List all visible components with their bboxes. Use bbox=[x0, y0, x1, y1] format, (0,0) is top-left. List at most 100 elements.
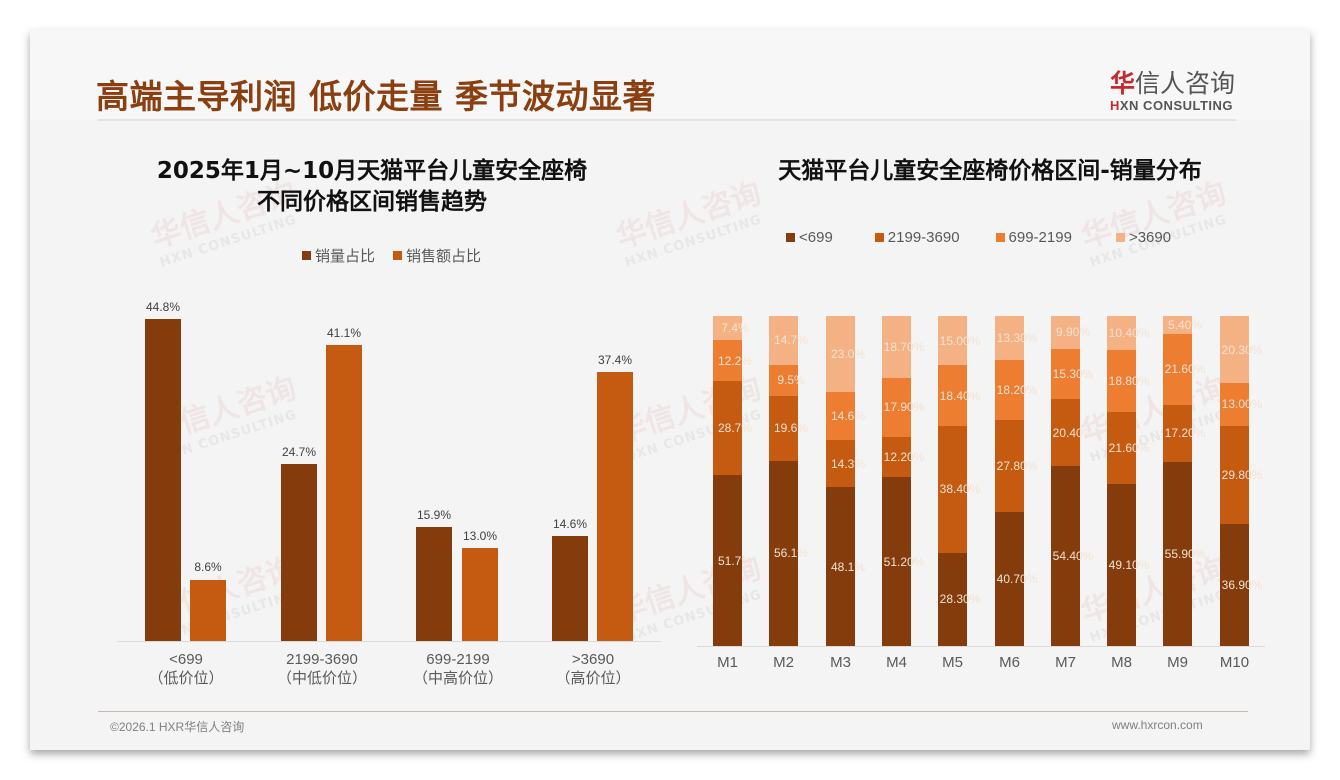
header: 高端主导利润 低价走量 季节波动显著 华信人咨询 HXN CONSULTING bbox=[30, 30, 1310, 121]
segment-lt699: 49.10% bbox=[1107, 483, 1149, 646]
logo-cn: 华信人咨询 bbox=[1110, 64, 1250, 100]
logo: 华信人咨询 HXN CONSULTING bbox=[1110, 64, 1250, 113]
legend-label: >3690 bbox=[1128, 229, 1172, 246]
x-label-month: M6 bbox=[999, 654, 1020, 671]
legend-swatch bbox=[874, 233, 884, 242]
stacked-bar-m3: 48.1% 14.3% 14.6% 23.0% bbox=[826, 316, 865, 646]
x-label-range: 699-2199 bbox=[426, 651, 490, 668]
left-chart-title-line1: 2025年1月~10月天猫平台儿童安全座椅 bbox=[156, 158, 588, 184]
segment-699-2199: 18.40% bbox=[938, 365, 980, 427]
segment-699-2199: 12.2% bbox=[713, 340, 752, 381]
segment-lt699: 51.7% bbox=[713, 475, 752, 646]
stacked-bar-m9: 55.90% 17.20% 21.60% 5.40% bbox=[1163, 316, 1205, 646]
segment-2199-3690: 19.6% bbox=[769, 395, 808, 461]
segment-value: 29.80% bbox=[1221, 468, 1263, 483]
x-label-range: <699 bbox=[169, 651, 203, 668]
segment-gt3690: 10.40% bbox=[1107, 316, 1149, 351]
legend-label: 销售额占比 bbox=[406, 248, 482, 265]
x-label-month: M2 bbox=[773, 654, 794, 671]
bar-value: 15.9% bbox=[416, 508, 452, 522]
segment-value: 5.40% bbox=[1167, 317, 1203, 332]
stacked-bar-m6: 40.70% 27.80% 18.20% 13.30% bbox=[995, 316, 1037, 646]
legend-label: 2199-3690 bbox=[887, 229, 960, 246]
segment-value: 12.20% bbox=[883, 449, 925, 464]
segment-2199-3690: 17.20% bbox=[1163, 405, 1205, 462]
segment-2199-3690: 14.3% bbox=[826, 440, 865, 488]
left-chart-legend: 销量占比 销售额占比 bbox=[302, 245, 499, 266]
segment-value: 36.90% bbox=[1221, 578, 1263, 593]
segment-value: 14.3% bbox=[830, 456, 866, 471]
x-label-range: >3690 bbox=[571, 651, 615, 668]
segment-value: 7.4% bbox=[721, 321, 749, 336]
legend-label: <699 bbox=[799, 229, 833, 246]
bar-value: 41.1% bbox=[326, 326, 362, 340]
bar-sales-lt699 bbox=[190, 580, 226, 641]
bar-value: 8.6% bbox=[194, 560, 222, 574]
segment-value: 55.90% bbox=[1164, 546, 1206, 561]
page-title: 高端主导利润 低价走量 季节波动显著 bbox=[96, 77, 656, 116]
legend-item-volume: 销量占比 bbox=[302, 245, 375, 266]
segment-value: 18.70% bbox=[883, 339, 925, 354]
x-label: <699 （低价位） bbox=[121, 650, 251, 688]
segment-lt699: 48.1% bbox=[826, 487, 865, 646]
x-label-month: M8 bbox=[1111, 654, 1132, 671]
segment-value: 20.30% bbox=[1221, 342, 1263, 357]
segment-2199-3690: 20.40% bbox=[1051, 399, 1093, 467]
x-label-month: M1 bbox=[717, 654, 738, 671]
segment-gt3690: 20.30% bbox=[1220, 316, 1262, 383]
bar-sales-gt3690 bbox=[597, 372, 633, 641]
segment-value: 51.20% bbox=[883, 554, 925, 569]
segment-lt699: 55.90% bbox=[1163, 461, 1205, 646]
stacked-bar-m7: 54.40% 20.40% 15.30% 9.90% bbox=[1051, 316, 1093, 646]
legend-swatch bbox=[786, 233, 795, 242]
x-label-range: 2199-3690 bbox=[286, 651, 358, 668]
x-label: 699-2199 （中高价位） bbox=[393, 650, 523, 688]
segment-value: 15.00% bbox=[939, 333, 981, 348]
segment-value: 18.40% bbox=[939, 388, 981, 403]
footer-website: www.hxrcon.com bbox=[1112, 718, 1203, 732]
segment-699-2199: 15.30% bbox=[1051, 348, 1093, 400]
legend-item-gt3690: >3690 bbox=[1115, 229, 1172, 246]
segment-value: 17.20% bbox=[1164, 426, 1206, 441]
bar-volume-lt699 bbox=[145, 319, 181, 641]
stacked-bar-m2: 56.1% 19.6% 9.5% 14.7% bbox=[769, 316, 808, 646]
segment-lt699: 51.20% bbox=[882, 477, 924, 646]
x-label: >3690 （高价位） bbox=[528, 650, 658, 688]
segment-value: 49.10% bbox=[1108, 557, 1150, 572]
x-label-month: M7 bbox=[1055, 654, 1076, 671]
segment-value: 10.40% bbox=[1108, 326, 1150, 341]
segment-value: 18.20% bbox=[996, 382, 1038, 397]
legend-swatch bbox=[1115, 233, 1125, 242]
segment-gt3690: 23.0% bbox=[826, 316, 865, 392]
x-label-month: M10 bbox=[1219, 654, 1250, 671]
segment-2199-3690: 28.7% bbox=[713, 380, 752, 476]
footer-copyright: ©2026.1 HXR华信人咨询 bbox=[110, 720, 245, 734]
bar-value: 44.8% bbox=[145, 300, 181, 314]
segment-2199-3690: 29.80% bbox=[1220, 425, 1262, 525]
stacked-bar-m5: 28.30% 38.40% 18.40% 15.00% bbox=[938, 316, 980, 646]
legend-swatch bbox=[302, 251, 311, 260]
segment-gt3690: 13.30% bbox=[995, 316, 1037, 360]
segment-699-2199: 18.80% bbox=[1107, 350, 1149, 413]
logo-cn-mark: 华 bbox=[1110, 69, 1136, 98]
legend-item-2199-3690: 2199-3690 bbox=[874, 229, 960, 246]
right-chart-x-axis bbox=[697, 646, 1265, 647]
segment-699-2199: 14.6% bbox=[826, 391, 865, 441]
segment-699-2199: 18.20% bbox=[995, 359, 1037, 420]
segment-2199-3690: 21.60% bbox=[1107, 412, 1149, 484]
segment-value: 9.90% bbox=[1055, 325, 1091, 340]
bar-sales-2199-3690 bbox=[326, 345, 362, 641]
segment-2199-3690: 12.20% bbox=[882, 436, 924, 478]
bar-sales-699-2199 bbox=[462, 548, 498, 641]
segment-value: 18.80% bbox=[1108, 374, 1150, 389]
x-label-month: M4 bbox=[886, 654, 907, 671]
segment-value: 9.5% bbox=[777, 373, 805, 388]
segment-value: 14.6% bbox=[830, 409, 866, 423]
segment-lt699: 40.70% bbox=[995, 511, 1037, 646]
segment-value: 20.40% bbox=[1052, 425, 1094, 440]
x-label-tier: （高价位） bbox=[555, 670, 631, 687]
x-label-month: M3 bbox=[830, 654, 851, 671]
segment-gt3690: 15.00% bbox=[938, 316, 980, 366]
x-label-month: M5 bbox=[942, 654, 963, 671]
bar-value: 13.0% bbox=[462, 529, 498, 543]
